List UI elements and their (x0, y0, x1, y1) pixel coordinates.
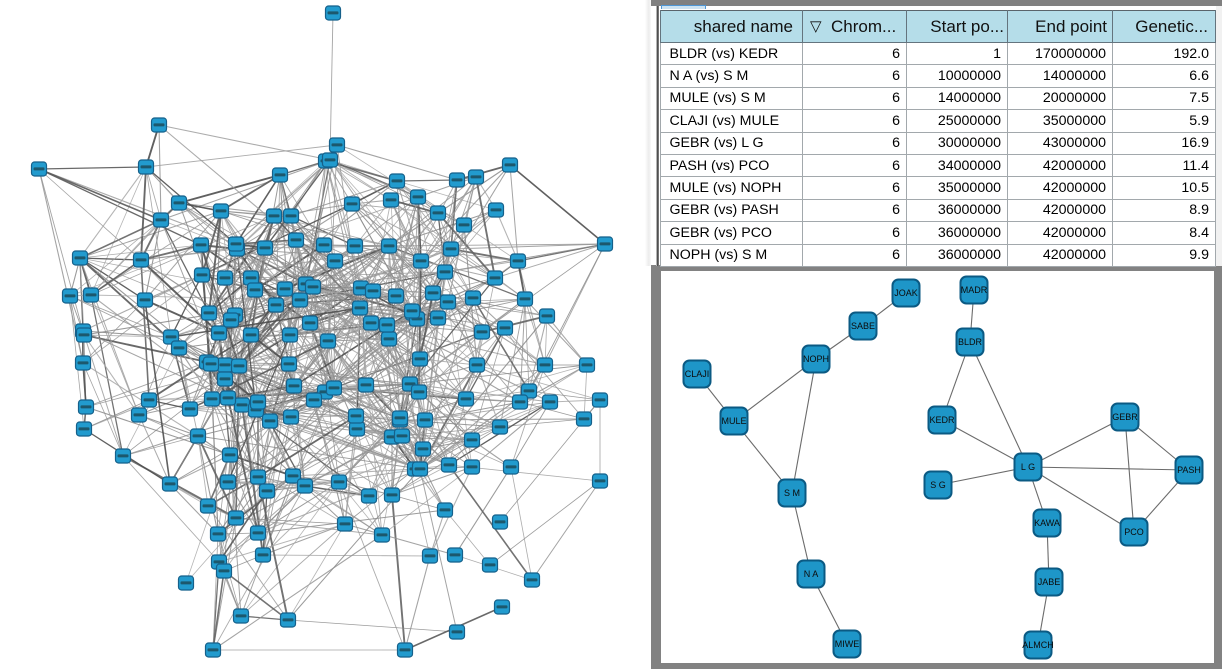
svg-text:CLAJI: CLAJI (685, 369, 710, 379)
svg-text:N A: N A (804, 569, 819, 579)
svg-text:SABE: SABE (851, 321, 875, 331)
svg-text:GEBR: GEBR (1112, 412, 1138, 422)
svg-text:PASH: PASH (1177, 465, 1201, 475)
svg-text:S G: S G (930, 480, 946, 490)
svg-text:S M: S M (784, 488, 800, 498)
svg-text:ALMCH: ALMCH (1022, 640, 1054, 650)
svg-text:MIWE: MIWE (835, 639, 860, 649)
svg-text:MADR: MADR (961, 285, 988, 295)
svg-text:KEDR: KEDR (929, 415, 955, 425)
svg-text:JOAK: JOAK (894, 288, 918, 298)
svg-text:BLDR: BLDR (958, 337, 983, 347)
svg-text:PCO: PCO (1124, 527, 1144, 537)
svg-text:MULE: MULE (721, 416, 746, 426)
svg-text:JABE: JABE (1038, 577, 1061, 587)
svg-text:KAWA: KAWA (1034, 518, 1060, 528)
svg-text:NOPH: NOPH (803, 354, 829, 364)
svg-text:L G: L G (1021, 462, 1035, 472)
